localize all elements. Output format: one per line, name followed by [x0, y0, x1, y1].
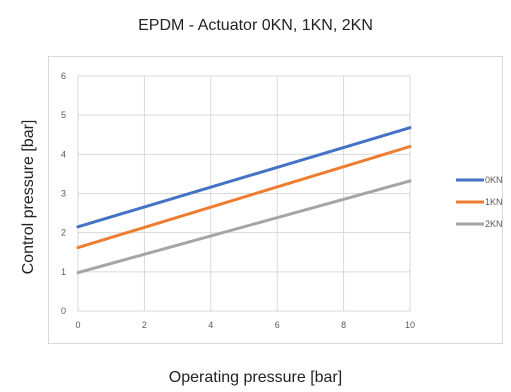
- y-tick-label: 2: [61, 228, 66, 238]
- legend-label: 1KN: [485, 197, 503, 207]
- y-tick-label: 6: [61, 71, 66, 81]
- series-line-1kn: [76, 145, 412, 250]
- y-tick-label: 3: [61, 189, 66, 199]
- legend: 0KN 1KN 2KN: [456, 175, 503, 229]
- x-tick-label: 4: [208, 320, 213, 330]
- x-axis-label: Operating pressure [bar]: [168, 369, 343, 386]
- series-line-0kn: [76, 126, 412, 229]
- series-lines: [76, 126, 412, 275]
- x-tick-label: 10: [405, 320, 415, 330]
- legend-label: 2KN: [485, 219, 503, 229]
- series-line-2kn: [76, 179, 412, 275]
- x-tick-label: 6: [275, 320, 280, 330]
- y-tick-label: 4: [61, 149, 66, 159]
- y-tick-label: 5: [61, 110, 66, 120]
- chart-frame: [48, 56, 503, 344]
- chart-title: EPDM - Actuator 0KN, 1KN, 2KN: [138, 17, 373, 34]
- y-tick-label: 0: [61, 306, 66, 316]
- grid: [77, 75, 411, 312]
- y-axis-label: Control pressure [bar]: [20, 119, 37, 275]
- legend-label: 0KN: [485, 175, 503, 185]
- x-tick-label: 0: [75, 320, 80, 330]
- x-tick-label: 8: [341, 320, 346, 330]
- y-tick-label: 1: [61, 267, 66, 277]
- x-tick-label: 2: [142, 320, 147, 330]
- tick-labels: 0 1 2 3 4 5 6 0 2 4 6 8 10: [61, 71, 415, 330]
